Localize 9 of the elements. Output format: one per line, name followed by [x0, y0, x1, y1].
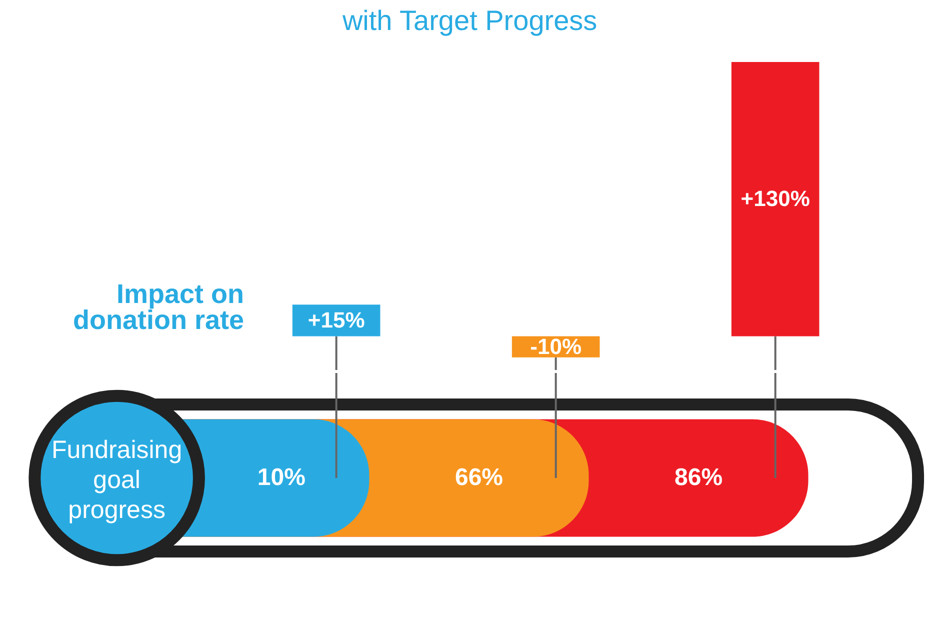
x-tick-label: 10% [257, 464, 306, 491]
data-label: -10% [530, 334, 582, 359]
chart-title: with Target Progress [341, 5, 598, 36]
y-axis-title: Impact on donation rate [72, 279, 244, 335]
x-tick-label: 86% [674, 464, 723, 491]
data-label: +130% [740, 186, 810, 212]
data-label: +15% [308, 307, 365, 332]
x-axis-title: Fundraising goal progress [51, 436, 182, 524]
x-tick-label: 66% [454, 464, 504, 491]
